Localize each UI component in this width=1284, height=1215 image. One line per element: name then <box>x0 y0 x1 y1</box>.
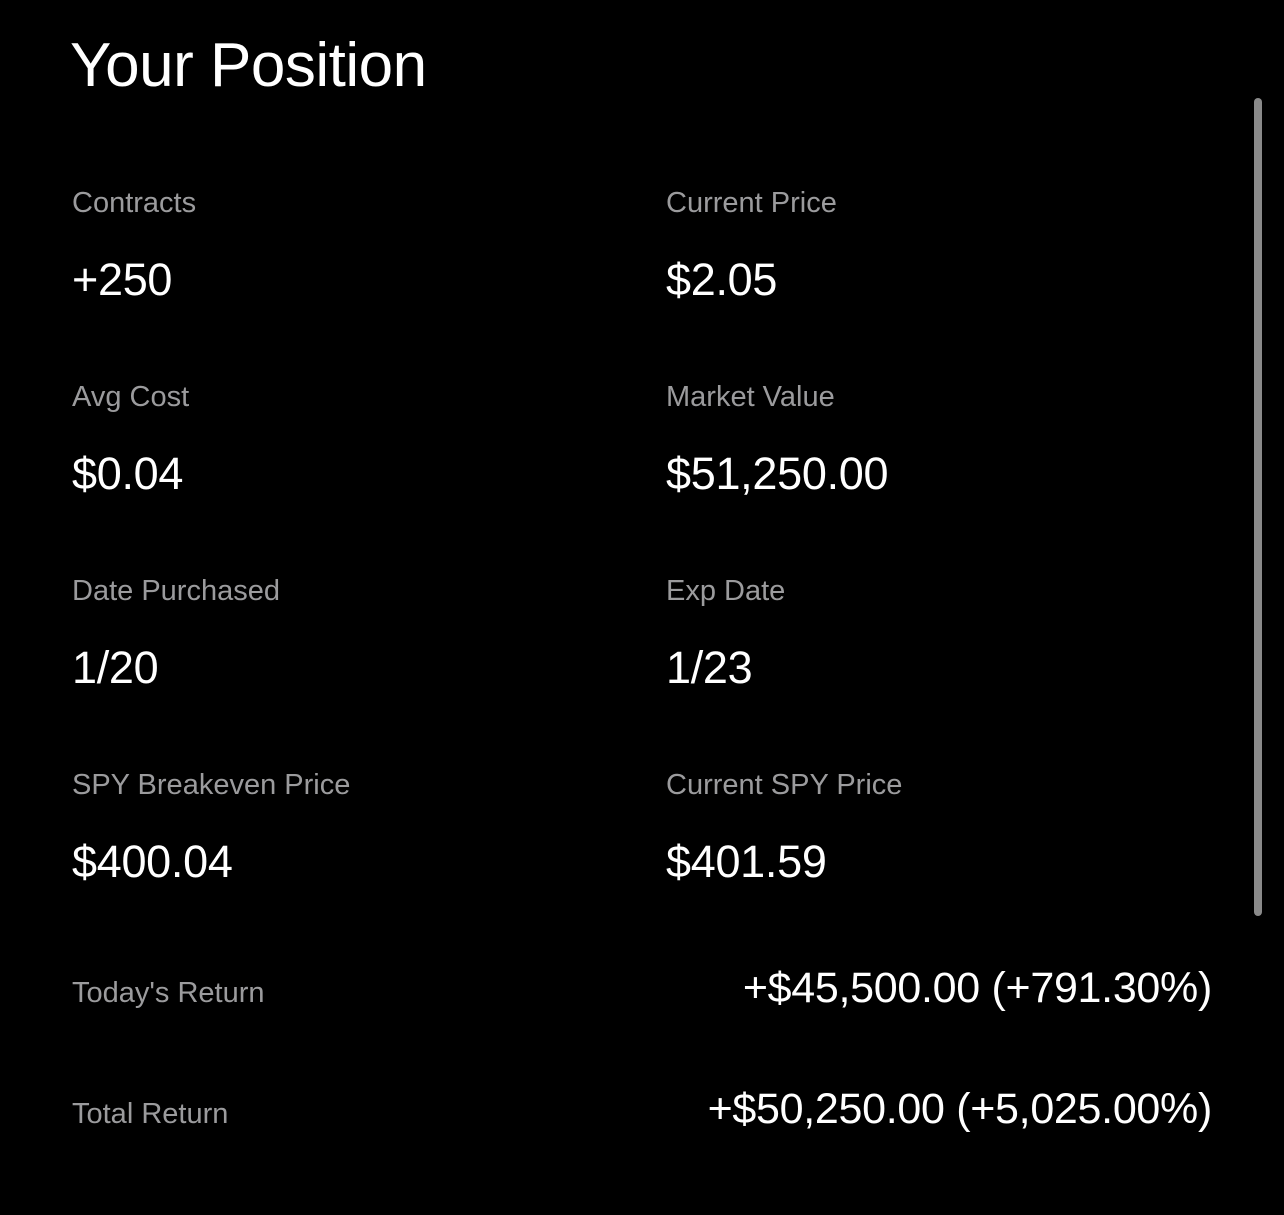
return-label: Today's Return <box>72 977 265 1009</box>
stat-value: 1/20 <box>72 642 159 693</box>
return-value: +$50,250.00 (+5,025.00%) <box>707 1085 1213 1133</box>
returns-section: Today's Return +$45,500.00 (+791.30%) To… <box>0 963 1284 1205</box>
vertical-scrollbar-thumb[interactable] <box>1254 98 1262 916</box>
stats-row: SPY Breakeven Price $400.04 Current SPY … <box>0 767 1284 961</box>
total-return-row: Total Return +$50,250.00 (+5,025.00%) <box>0 1084 1284 1205</box>
stat-label: Date Purchased <box>72 575 280 607</box>
stat-market-value: Market Value $51,250.00 <box>666 381 889 499</box>
position-stats-grid: Contracts +250 Current Price $2.05 Avg C… <box>0 185 1284 961</box>
stat-label: SPY Breakeven Price <box>72 769 351 801</box>
stat-avg-cost: Avg Cost $0.04 <box>0 379 594 573</box>
stats-row: Contracts +250 Current Price $2.05 <box>0 185 1284 379</box>
todays-return-row: Today's Return +$45,500.00 (+791.30%) <box>0 963 1284 1084</box>
stats-row: Date Purchased 1/20 Exp Date 1/23 <box>0 573 1284 767</box>
stat-value: $0.04 <box>72 448 184 499</box>
stat-label: Avg Cost <box>72 381 190 413</box>
stat-current-spy-price: Current SPY Price $401.59 <box>666 769 903 887</box>
stat-date-purchased: Date Purchased 1/20 <box>0 573 594 767</box>
vertical-scrollbar-track[interactable] <box>1254 0 1275 1215</box>
stat-value: $400.04 <box>72 836 233 887</box>
return-value: +$45,500.00 (+791.30%) <box>742 964 1212 1012</box>
stat-contracts: Contracts +250 <box>0 185 594 379</box>
stat-spy-breakeven-price: SPY Breakeven Price $400.04 <box>0 767 594 961</box>
stat-exp-date: Exp Date 1/23 <box>666 575 786 693</box>
stats-row: Avg Cost $0.04 Market Value $51,250.00 <box>0 379 1284 573</box>
stat-label: Contracts <box>72 187 197 219</box>
stat-value: +250 <box>72 254 173 305</box>
stat-current-price: Current Price $2.05 <box>666 187 837 305</box>
return-label: Total Return <box>72 1098 229 1130</box>
page-title: Your Position <box>70 31 427 100</box>
